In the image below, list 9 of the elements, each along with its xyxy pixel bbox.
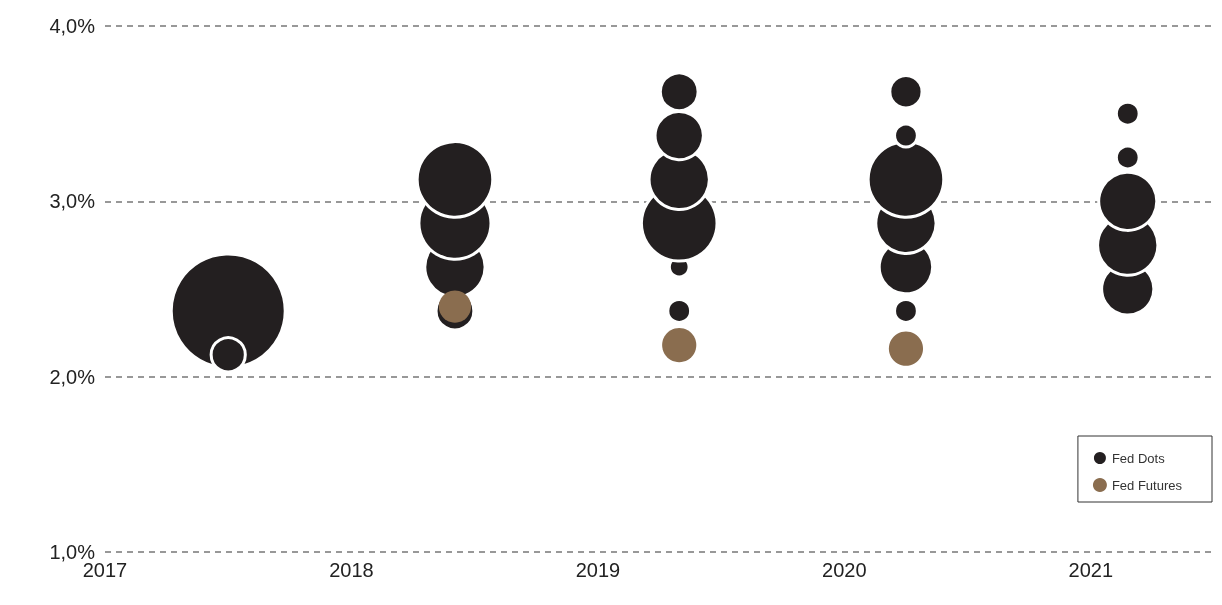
x-tick-label: 2020	[822, 559, 867, 581]
legend-label: Fed Dots	[1111, 450, 1166, 466]
x-tick-label: 2021	[1068, 559, 1114, 581]
y-tick-label: 4,0%	[49, 15, 96, 37]
legend-label: Fed Futures	[1111, 477, 1183, 493]
y-tick-label: 3,0%	[49, 190, 96, 213]
y-tick-label: 2,0%	[49, 365, 96, 388]
x-tick-label: 2019	[575, 559, 621, 581]
x-tick-label: 2018	[329, 559, 374, 581]
